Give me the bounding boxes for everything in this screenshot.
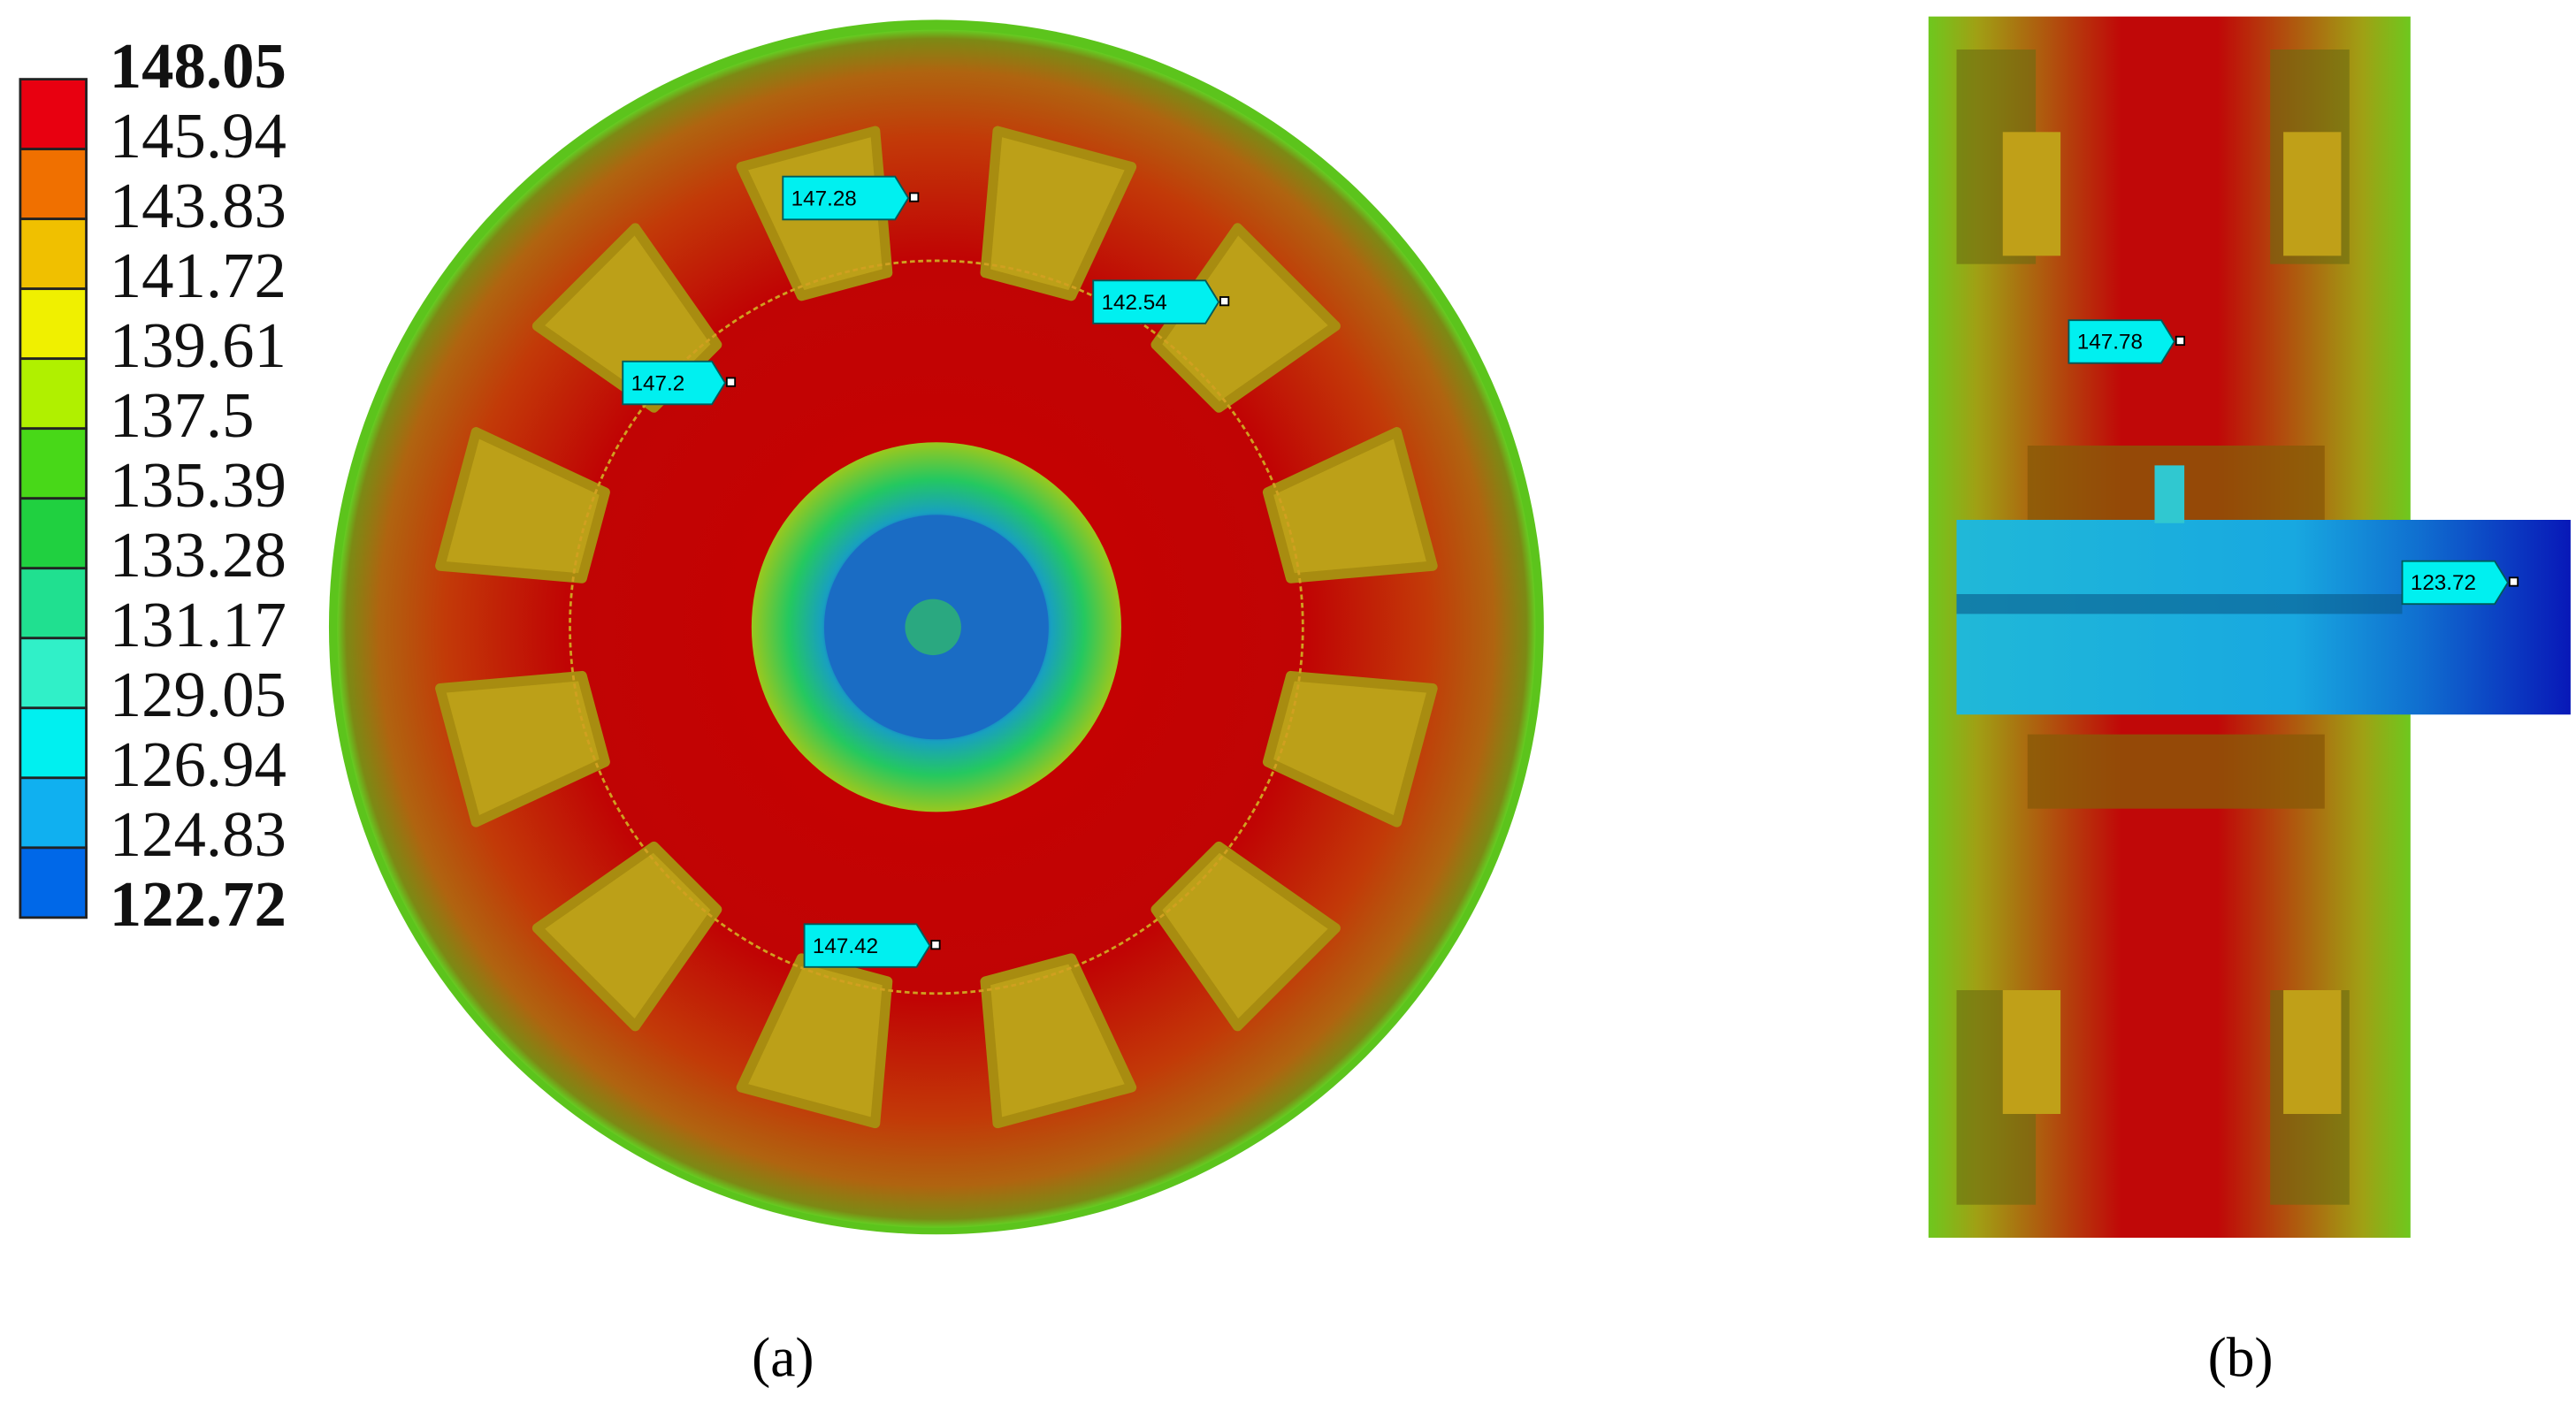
legend-swatch <box>19 217 88 291</box>
probes: 147.28 142.54 147.2 147.42 147.78 123.72 <box>622 175 2519 968</box>
slot <box>1150 841 1341 1032</box>
legend-label: 131.17 <box>110 589 287 660</box>
legend-swatch <box>19 846 88 919</box>
legend-swatch <box>19 637 88 710</box>
legend-label: 122.72 <box>110 868 287 940</box>
probe-box <box>782 175 910 221</box>
legend-swatch <box>19 357 88 431</box>
probe-label: 147.42 <box>813 934 878 958</box>
caption-b: (b) <box>2208 1325 2274 1388</box>
shaft-core <box>905 599 961 656</box>
probe-label: 142.54 <box>1102 291 1167 315</box>
legend-label: 135.39 <box>110 449 287 521</box>
legend-label: 133.28 <box>110 519 287 591</box>
shaft <box>1956 520 2571 715</box>
slot <box>531 841 722 1032</box>
probe-tag: 147.42 <box>803 923 941 968</box>
legend-swatch <box>19 567 88 640</box>
air-gap <box>569 259 1304 995</box>
probe-box <box>803 923 931 968</box>
slot <box>435 427 610 583</box>
coil <box>2283 990 2342 1114</box>
legend-label: 137.5 <box>110 379 255 451</box>
probe-tag: 147.78 <box>2068 319 2186 364</box>
probe-tag: 147.2 <box>622 360 737 406</box>
probe-pin <box>725 377 737 387</box>
shaft-shade <box>1956 594 2403 614</box>
legend-label: 129.05 <box>110 659 287 730</box>
legend-swatch <box>19 776 88 850</box>
slot <box>736 953 893 1129</box>
probe-tag: 147.28 <box>782 175 920 221</box>
slot <box>1150 223 1341 413</box>
legend-swatch <box>19 287 88 361</box>
probe-label: 147.78 <box>2077 331 2143 355</box>
legend-label: 141.72 <box>110 240 287 311</box>
panel-a <box>328 19 1544 1235</box>
probe-tag: 123.72 <box>2401 560 2519 606</box>
legend-swatch <box>19 148 88 221</box>
legend-label: 148.05 <box>110 30 287 102</box>
color-legend: 148.05145.94143.83141.72139.61137.5135.3… <box>19 30 287 940</box>
legend-label: 143.83 <box>110 170 287 241</box>
legend-label: 126.94 <box>110 728 287 800</box>
caption-a: (a) <box>752 1325 814 1388</box>
probe-box <box>1092 279 1220 324</box>
probe-pin <box>909 192 920 202</box>
coil <box>2002 132 2061 256</box>
rotor-lower <box>2027 734 2325 809</box>
slot <box>1262 427 1438 583</box>
legend-swatch <box>19 497 88 570</box>
coil <box>2002 990 2061 1114</box>
probe-pin <box>2508 576 2519 587</box>
probe-pin <box>2175 335 2186 347</box>
legend-label: 139.61 <box>110 309 287 381</box>
slot <box>980 953 1137 1129</box>
panel-b <box>1928 16 2571 1239</box>
stator-slots <box>435 126 1438 1129</box>
legend-swatch <box>19 427 88 500</box>
probe-box <box>2068 319 2175 364</box>
legend-swatch <box>19 706 88 780</box>
probe-box <box>2401 560 2510 606</box>
probe-pin <box>1219 296 1230 307</box>
legend-swatch <box>19 78 88 151</box>
coil <box>2283 132 2342 256</box>
probe-label: 147.28 <box>791 187 857 210</box>
probe-box <box>622 360 727 406</box>
probe-label: 147.2 <box>631 371 685 395</box>
probe-label: 123.72 <box>2411 571 2476 595</box>
probe-pin <box>930 940 941 950</box>
legend-label: 124.83 <box>110 798 287 870</box>
slot <box>980 126 1137 301</box>
slot <box>435 670 610 828</box>
slot <box>1262 670 1438 828</box>
key <box>2154 465 2185 523</box>
legend-label: 145.94 <box>110 100 287 172</box>
probe-tag: 142.54 <box>1092 279 1230 324</box>
